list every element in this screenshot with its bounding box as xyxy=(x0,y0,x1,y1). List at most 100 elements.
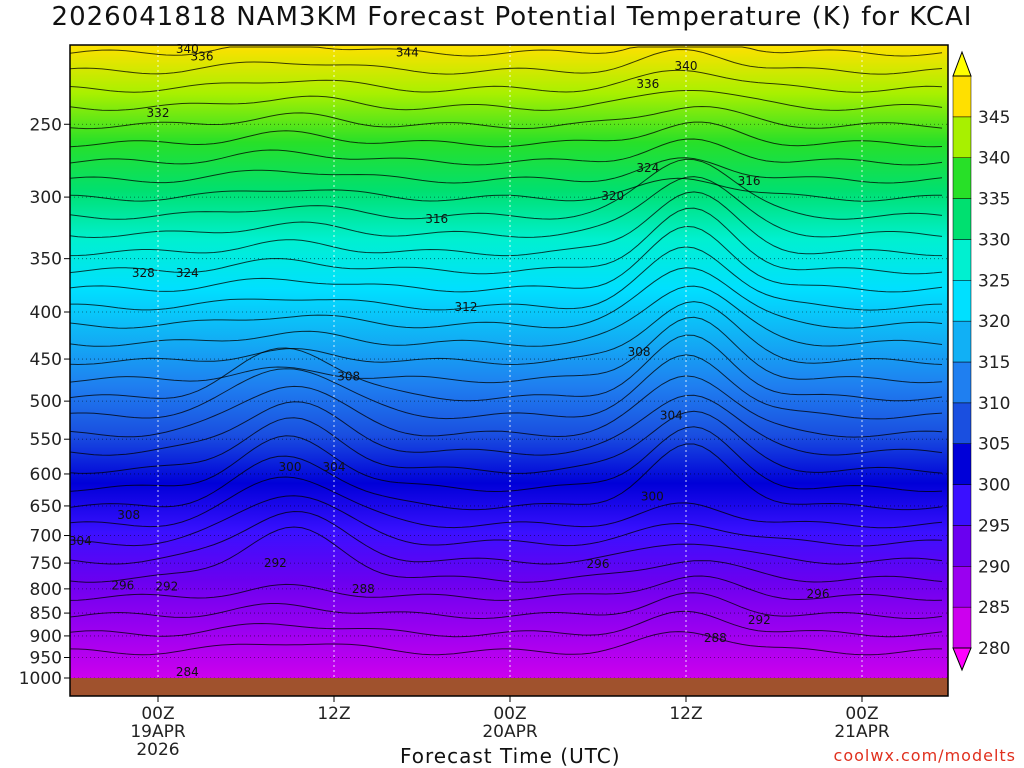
isentrope-contour-line xyxy=(69,526,943,583)
isentrope-contour-line xyxy=(69,575,943,601)
colorbar-swatch xyxy=(952,361,972,404)
isentrope-contour-line xyxy=(69,176,943,239)
colorbar-swatch xyxy=(952,443,972,485)
colorbar-min-arrow xyxy=(952,647,972,672)
colorbar-swatch xyxy=(952,402,972,444)
x-tick-label: 2026 xyxy=(136,740,179,760)
contour-label: 308 xyxy=(337,369,360,383)
colorbar-label: 330 xyxy=(978,230,1010,250)
isentrope-contour-line xyxy=(69,426,943,493)
ground-surface-band xyxy=(70,678,948,696)
colorbar-label: 300 xyxy=(978,476,1010,496)
y-tick-label: 1000 xyxy=(19,669,62,689)
contour-label: 292 xyxy=(155,579,178,593)
y-tick-label: 900 xyxy=(30,627,62,647)
isentrope-contour-line xyxy=(69,207,943,275)
isentrope-contour-line xyxy=(69,443,943,511)
contour-label: 308 xyxy=(117,508,140,522)
colorbar-swatch xyxy=(952,75,972,118)
x-axis-label: Forecast Time (UTC) xyxy=(400,744,621,768)
contour-label: 296 xyxy=(111,578,134,592)
x-tick-label: 00Z xyxy=(493,704,526,724)
colorbar-label: 320 xyxy=(978,312,1010,332)
isentrope-contour-line xyxy=(69,267,943,329)
isentrope-contour-line xyxy=(69,354,943,420)
contour-label: 316 xyxy=(738,174,761,188)
y-tick-label: 950 xyxy=(30,649,62,669)
contour-label: 320 xyxy=(601,189,624,203)
y-tick-label: 250 xyxy=(30,115,62,135)
isentrope-contour-line xyxy=(69,394,943,456)
x-tick-label: 00Z xyxy=(845,704,878,724)
contour-label: 336 xyxy=(191,50,214,64)
contour-label: 292 xyxy=(264,556,287,570)
isentrope-contour-line xyxy=(69,495,943,547)
colorbar-swatch xyxy=(952,280,972,322)
y-tick-label: 800 xyxy=(30,580,62,600)
colorbar-label: 285 xyxy=(978,598,1010,618)
x-tick-label: 12Z xyxy=(317,704,350,724)
contour-label: 336 xyxy=(636,77,659,91)
isentrope-contour-line xyxy=(69,225,943,293)
isentrope-contour-line xyxy=(69,375,943,438)
contour-label: 292 xyxy=(748,613,771,627)
contour-label: 288 xyxy=(352,582,375,596)
isentrope-contour-line xyxy=(69,510,943,565)
isentrope-contour-line xyxy=(69,631,942,656)
isentrope-contour-line xyxy=(69,285,943,347)
colorbar-label: 280 xyxy=(978,639,1010,659)
isentrope-contour-line xyxy=(69,191,943,257)
isentrope-contour-line xyxy=(69,177,943,202)
colorbar-label: 315 xyxy=(978,353,1010,373)
isentrope-contour-line xyxy=(69,301,943,366)
isentrope-contour-line xyxy=(69,476,943,529)
y-tick-label: 550 xyxy=(30,430,62,450)
colorbar-swatch xyxy=(952,484,972,526)
contour-label: 288 xyxy=(704,631,727,645)
colorbar-swatch xyxy=(952,157,972,199)
colorbar-label: 335 xyxy=(978,190,1010,210)
colorbar-label: 340 xyxy=(978,149,1010,169)
contour-label: 340 xyxy=(176,42,199,56)
isentrope-contour-line xyxy=(69,410,943,474)
y-tick-label: 700 xyxy=(30,527,62,547)
contour-label: 316 xyxy=(425,212,448,226)
chart-title: 2026041818 NAM3KM Forecast Potential Tem… xyxy=(51,2,973,32)
y-tick-label: 650 xyxy=(30,497,62,517)
isentrope-contour-line xyxy=(69,46,943,57)
contour-label: 308 xyxy=(628,345,651,359)
contour-label: 312 xyxy=(455,300,478,314)
x-tick-label: 00Z xyxy=(141,704,174,724)
contour-label: 304 xyxy=(69,534,92,548)
credit-link[interactable]: coolwx.com/modelts xyxy=(833,746,1016,765)
colorbar-swatch xyxy=(952,116,972,158)
y-tick-label: 850 xyxy=(30,604,62,624)
isentrope-contour-line xyxy=(69,592,943,620)
colorbar-swatch xyxy=(952,566,972,608)
contour-label: 284 xyxy=(176,665,199,679)
colorbar-label: 290 xyxy=(978,557,1010,577)
y-tick-label: 450 xyxy=(30,350,62,370)
x-tick-label: 19APR xyxy=(130,722,186,742)
colorbar-label: 305 xyxy=(978,435,1010,455)
colorbar-swatch xyxy=(952,198,972,240)
contour-label: 324 xyxy=(636,161,659,175)
isentrope-contour-line xyxy=(69,334,943,402)
isentrope-contour-line xyxy=(69,90,943,111)
isentrope-contour-line xyxy=(69,105,943,130)
isentrope-contour-line xyxy=(69,48,943,75)
colorbar-label: 345 xyxy=(978,108,1010,128)
contour-label: 324 xyxy=(176,266,199,280)
colorbar-swatch xyxy=(952,606,972,649)
x-tick-label: 21APR xyxy=(834,722,890,742)
contour-label: 304 xyxy=(323,460,346,474)
contour-label: 296 xyxy=(587,557,610,571)
contour-label: 296 xyxy=(807,587,830,601)
contour-label: 300 xyxy=(279,460,302,474)
y-tick-label: 750 xyxy=(30,554,62,574)
y-tick-label: 300 xyxy=(30,188,62,208)
isentrope-contour-line xyxy=(69,69,943,93)
colorbar-label: 325 xyxy=(978,271,1010,291)
x-tick-label: 12Z xyxy=(669,704,702,724)
